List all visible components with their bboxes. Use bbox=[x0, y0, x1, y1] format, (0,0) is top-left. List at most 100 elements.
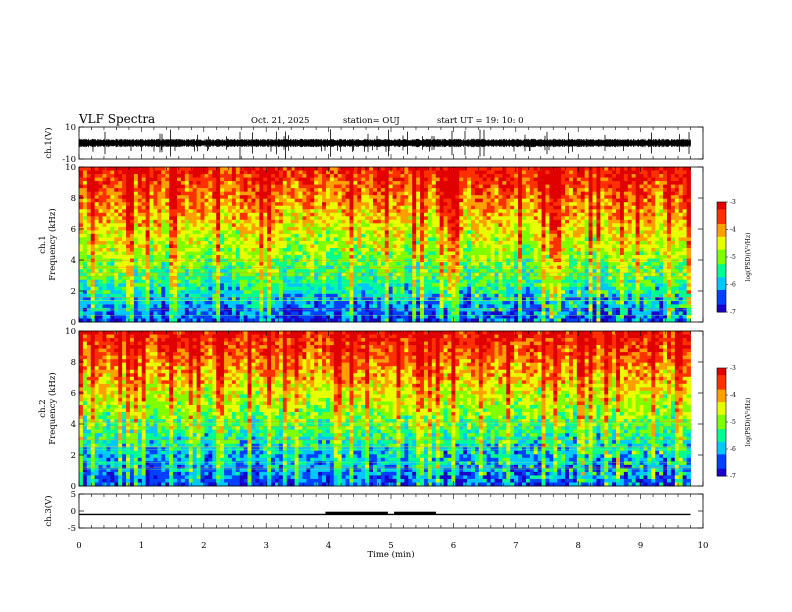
spectrogram-cell bbox=[631, 202, 637, 207]
spectrogram-cell bbox=[294, 198, 299, 203]
spectrogram-cell bbox=[380, 177, 386, 182]
spectrogram-cell bbox=[149, 251, 154, 256]
spectrogram-cell bbox=[572, 233, 578, 238]
spectrogram-cell bbox=[184, 262, 190, 267]
spectrogram-cell bbox=[137, 181, 143, 186]
spectrogram-cell bbox=[412, 269, 417, 274]
spectrogram-cell bbox=[79, 181, 84, 186]
spectrogram-cell bbox=[369, 216, 374, 221]
spectrogram-cell bbox=[298, 240, 303, 245]
spectrogram-cell bbox=[600, 223, 605, 228]
spectrogram-cell bbox=[114, 230, 119, 235]
spectrogram-cell bbox=[243, 198, 248, 203]
spectrogram-cell bbox=[404, 170, 409, 175]
spectrogram-cell bbox=[173, 262, 178, 267]
spectrogram-cell bbox=[392, 223, 397, 228]
spectrogram-cell bbox=[478, 248, 484, 252]
spectrogram-cell bbox=[145, 177, 150, 182]
spectrogram-cell bbox=[314, 177, 319, 182]
spectrogram-cell bbox=[400, 202, 405, 207]
spectrogram-cell bbox=[306, 237, 311, 242]
spectrogram-cell bbox=[561, 188, 566, 193]
spectrogram-cell bbox=[474, 202, 480, 207]
spectrogram-cell bbox=[427, 177, 433, 182]
spectrogram-cell bbox=[447, 184, 452, 189]
spectrogram-cell bbox=[423, 181, 429, 186]
spectrogram-cell bbox=[161, 262, 166, 267]
spectrogram-cell bbox=[584, 205, 589, 210]
spectrogram-cell bbox=[416, 248, 421, 252]
spectrogram-cell bbox=[110, 181, 115, 186]
spectrogram-cell bbox=[349, 177, 354, 182]
spectrogram-cell bbox=[427, 244, 433, 249]
spectrogram-cell bbox=[537, 198, 542, 203]
spectrogram-cell bbox=[639, 223, 644, 228]
spectrogram-cell bbox=[427, 188, 433, 193]
spectrogram-cell bbox=[165, 240, 170, 245]
spectrogram-cell bbox=[333, 240, 339, 245]
spectrogram-cell bbox=[220, 191, 225, 196]
spectrogram-cell bbox=[286, 237, 292, 242]
spectrogram-cell bbox=[208, 212, 213, 217]
spectrogram-cell bbox=[631, 248, 637, 252]
spectrogram-cell bbox=[310, 209, 315, 214]
spectrogram-cell bbox=[623, 272, 629, 277]
spectrogram-cell bbox=[153, 177, 158, 182]
spectrogram-cell bbox=[498, 184, 503, 189]
spectrogram-cell bbox=[396, 177, 401, 182]
spectrogram-cell bbox=[474, 248, 480, 252]
spectrogram-cell bbox=[471, 226, 476, 231]
spectrogram-cell bbox=[388, 188, 393, 193]
spectrogram-cell bbox=[243, 174, 248, 178]
spectrogram-cell bbox=[216, 255, 221, 259]
spectrogram-cell bbox=[177, 191, 182, 196]
spectrogram-cell bbox=[235, 269, 241, 274]
spectrogram-cell bbox=[435, 216, 441, 221]
spectrogram-cell bbox=[247, 226, 252, 231]
spectrogram-cell bbox=[267, 202, 272, 207]
spectrogram-cell bbox=[439, 255, 444, 259]
spectrogram-cell bbox=[361, 188, 366, 193]
spectrogram-cell bbox=[353, 184, 358, 189]
spectrogram-cell bbox=[380, 188, 386, 193]
spectrogram-cell bbox=[600, 248, 605, 252]
spectrogram-cell bbox=[165, 223, 170, 228]
spectrogram-cell bbox=[627, 170, 633, 175]
spectrogram-cell bbox=[384, 216, 390, 221]
spectrogram-cell bbox=[220, 248, 225, 252]
spectrogram-cell bbox=[384, 251, 390, 256]
spectrogram-cell bbox=[584, 170, 589, 175]
spectrogram-cell bbox=[635, 181, 640, 186]
spectrogram-cell bbox=[392, 181, 397, 186]
spectrogram-cell bbox=[227, 198, 233, 203]
spectrogram-cell bbox=[337, 248, 343, 252]
spectrogram-cell bbox=[663, 181, 668, 186]
spectrogram-cell bbox=[337, 170, 343, 175]
spectrogram-cell bbox=[651, 181, 656, 186]
spectrogram-cell bbox=[294, 262, 299, 267]
spectrogram-cell bbox=[608, 230, 613, 235]
spectrogram-cell bbox=[682, 181, 687, 186]
spectrogram-cell bbox=[584, 244, 589, 249]
spectrogram-cell bbox=[267, 230, 272, 235]
spectrogram-cell bbox=[400, 240, 405, 245]
spectrogram-cell bbox=[79, 262, 84, 267]
spectrogram-cell bbox=[545, 209, 550, 214]
spectrogram-cell bbox=[612, 202, 617, 207]
spectrogram-cell bbox=[126, 184, 131, 189]
spectrogram-cell bbox=[655, 188, 660, 193]
spectrogram-cell bbox=[639, 251, 644, 256]
spectrogram-cell bbox=[196, 237, 201, 242]
spectrogram-cell bbox=[345, 269, 350, 274]
spectrogram-cell bbox=[204, 269, 209, 274]
spectrogram-cell bbox=[314, 230, 319, 235]
spectrogram-cell bbox=[145, 233, 150, 238]
spectrogram-cell bbox=[451, 219, 456, 224]
spectrogram-cell bbox=[314, 209, 319, 214]
spectrogram-cell bbox=[345, 167, 350, 171]
spectrogram-cell bbox=[286, 240, 292, 245]
spectrogram-cell bbox=[329, 255, 335, 259]
spectrogram-cell bbox=[145, 216, 150, 221]
spectrogram-cell bbox=[161, 255, 166, 259]
spectrogram-cell bbox=[565, 209, 570, 214]
